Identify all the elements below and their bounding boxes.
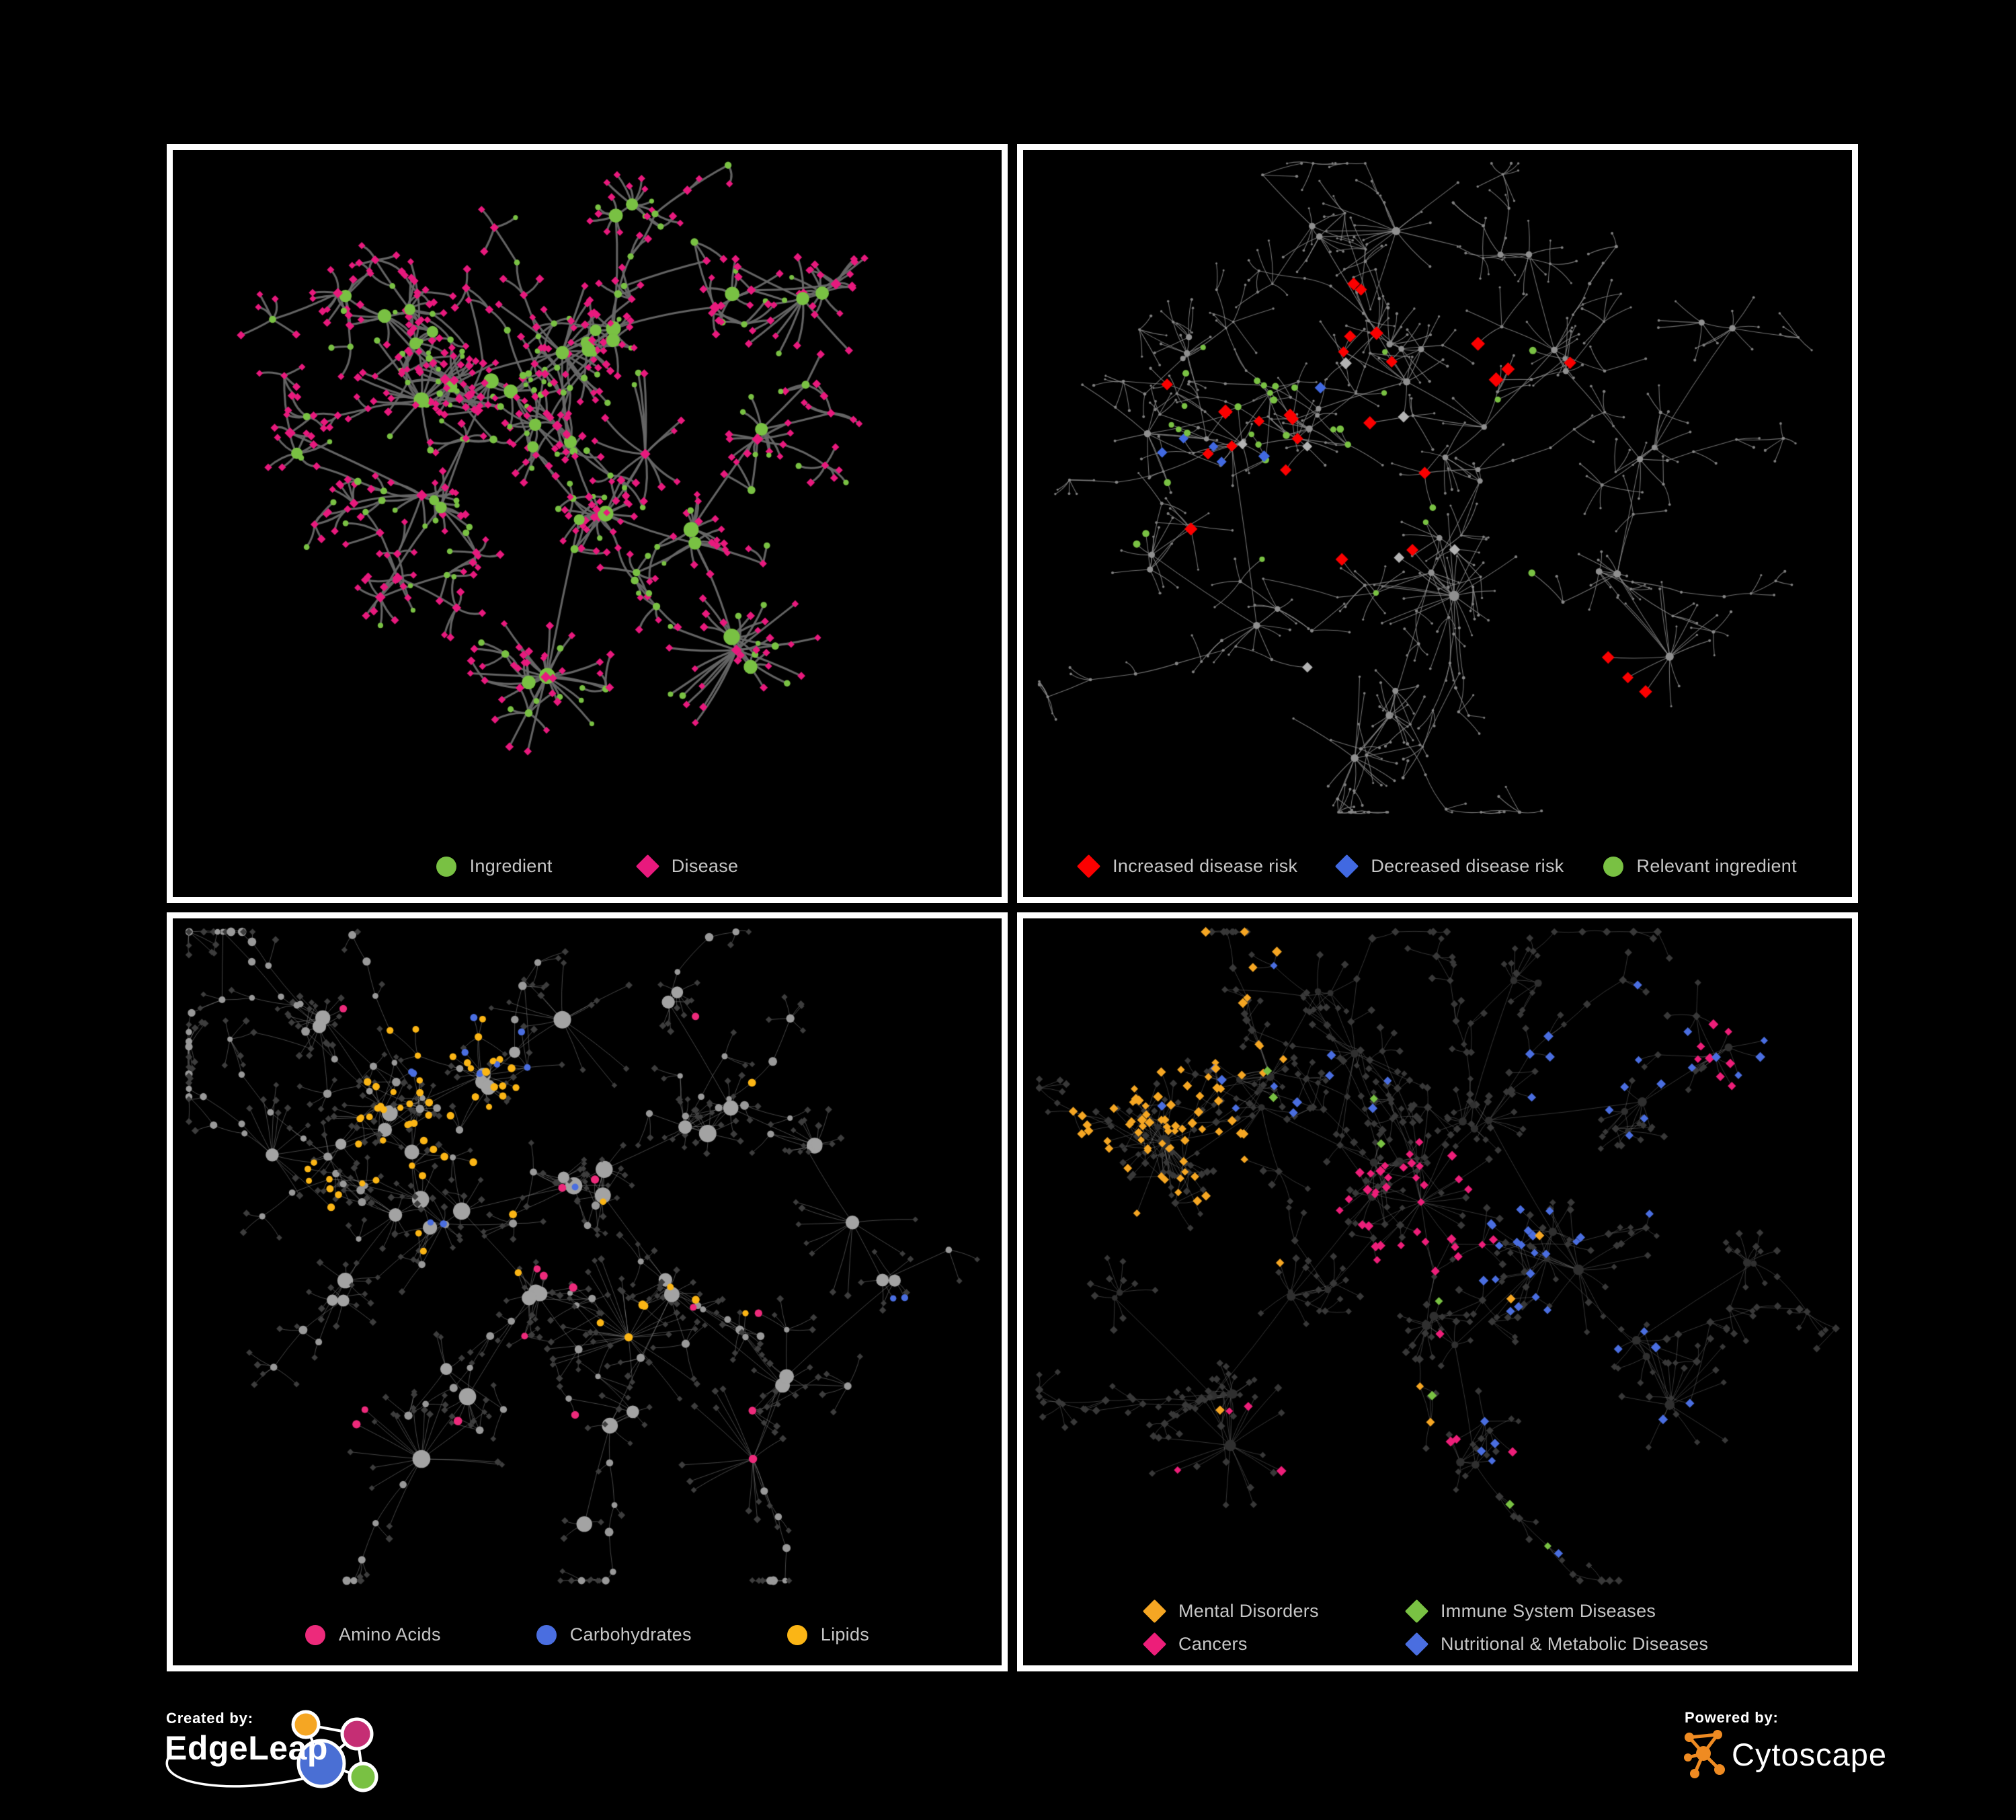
ingredient-circle-icon xyxy=(436,856,456,877)
legend-item-ingredient: Ingredient xyxy=(436,856,553,877)
edgeleap-branding: Created by: EdgeLeap xyxy=(163,1704,385,1795)
amino-acids-circle-icon xyxy=(305,1624,325,1645)
panel-ingredient-disease: Ingredient Disease xyxy=(167,144,1008,903)
legend-disease-risk: Increased disease risk Decreased disease… xyxy=(1023,854,1852,879)
panel-disease-category: Mental Disorders Immune System Diseases … xyxy=(1017,912,1858,1671)
nutritional-metabolic-diamond-icon xyxy=(1404,1632,1429,1657)
network-graph-ingredient-disease xyxy=(173,150,1002,826)
network-graph-nutrient-class xyxy=(173,918,1002,1594)
legend-item-mental-disorders: Mental Disorders xyxy=(1142,1599,1406,1624)
legend-label: Cancers xyxy=(1178,1634,1248,1654)
legend-ingredient-disease: Ingredient Disease xyxy=(173,854,1002,879)
panel-disease-risk: Increased disease risk Decreased disease… xyxy=(1017,144,1858,903)
cytoscape-logo-icon xyxy=(1684,1730,1725,1778)
legend-item-decreased-risk: Decreased disease risk xyxy=(1335,854,1564,879)
legend-nutrient-class: Amino Acids Carbohydrates Lipids xyxy=(173,1624,1002,1645)
legend-item-cancers: Cancers xyxy=(1142,1632,1406,1657)
legend-label: Amino Acids xyxy=(338,1624,441,1645)
edgeleap-wordmark: EdgeLeap xyxy=(165,1729,328,1767)
legend-label: Decreased disease risk xyxy=(1371,856,1564,876)
disease-diamond-icon xyxy=(635,854,659,879)
decreased-risk-diamond-icon xyxy=(1335,854,1359,879)
network-graph-disease-category xyxy=(1023,918,1852,1594)
carbohydrates-circle-icon xyxy=(536,1624,557,1645)
immune-system-diamond-icon xyxy=(1404,1599,1429,1624)
cytoscape-wordmark: Cytoscape xyxy=(1732,1736,1888,1772)
legend-label: Relevant ingredient xyxy=(1636,856,1797,876)
increased-risk-diamond-icon xyxy=(1076,854,1101,879)
legend-label: Lipids xyxy=(820,1624,870,1645)
legend-item-nutritional-metabolic: Nutritional & Metabolic Diseases xyxy=(1404,1632,1709,1657)
legend-item-immune-system-diseases: Immune System Diseases xyxy=(1404,1599,1708,1624)
legend-label: Increased disease risk xyxy=(1113,856,1298,876)
legend-label: Nutritional & Metabolic Diseases xyxy=(1441,1634,1709,1654)
legend-item-lipids: Lipids xyxy=(787,1624,869,1645)
powered-by-label: Powered by: xyxy=(1685,1709,1779,1726)
legend-item-disease: Disease xyxy=(635,854,739,879)
created-by-label: Created by: xyxy=(166,1710,253,1727)
legend-label: Disease xyxy=(671,856,739,876)
legend-disease-category: Mental Disorders Immune System Diseases … xyxy=(1142,1599,1709,1657)
legend-item-relevant-ingredient: Relevant ingredient xyxy=(1603,856,1797,877)
legend-label: Immune System Diseases xyxy=(1441,1601,1656,1621)
edgeleap-logo-icon xyxy=(165,1710,378,1792)
legend-label: Carbohydrates xyxy=(569,1624,692,1645)
legend-item-carbohydrates: Carbohydrates xyxy=(536,1624,692,1645)
legend-label: Ingredient xyxy=(469,856,553,876)
legend-item-amino-acids: Amino Acids xyxy=(305,1624,441,1645)
lipids-circle-icon xyxy=(787,1624,807,1645)
cytoscape-branding: Powered by: Cytoscape xyxy=(1682,1706,1888,1787)
mental-disorders-diamond-icon xyxy=(1142,1599,1167,1624)
panel-nutrient-class: Amino Acids Carbohydrates Lipids xyxy=(167,912,1008,1671)
network-graph-disease-risk xyxy=(1023,150,1852,826)
legend-label: Mental Disorders xyxy=(1178,1601,1319,1621)
relevant-ingredient-circle-icon xyxy=(1603,856,1623,877)
figure-grid: Ingredient Disease Increased disease ris… xyxy=(167,144,1858,1671)
cancers-diamond-icon xyxy=(1142,1632,1167,1657)
legend-item-increased-risk: Increased disease risk xyxy=(1076,854,1298,879)
